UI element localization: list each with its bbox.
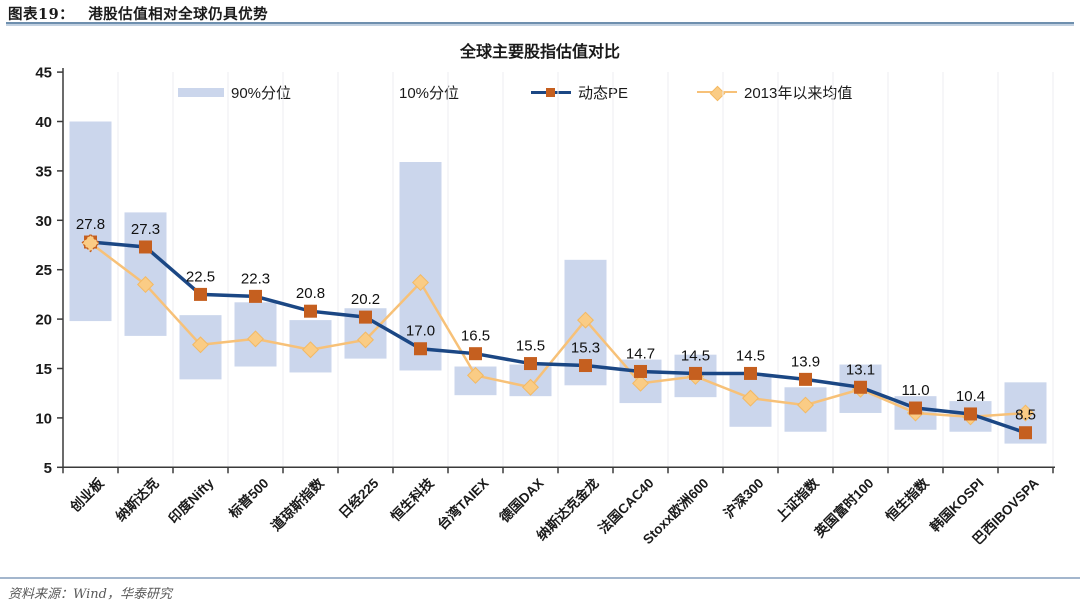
category-label: 恒生指数 <box>882 474 932 524</box>
pe-value-label: 15.3 <box>571 340 600 357</box>
legend-item-pe: 动态PE <box>531 83 629 102</box>
chart-legend: 90%分位 10%分位 动态PE 2013年以来均值 <box>0 83 1080 102</box>
mean-marker <box>302 341 319 359</box>
category-label: 英国富时100 <box>810 475 876 541</box>
pe-value-label: 10.4 <box>956 388 985 405</box>
mean-marker <box>632 374 649 392</box>
pe-marker <box>1019 426 1032 440</box>
legend-label-90pct: 90%分位 <box>231 84 292 102</box>
pe-marker <box>964 407 977 421</box>
pe-value-label: 27.3 <box>131 221 160 238</box>
category-label: 韩国KOSPI <box>927 475 987 535</box>
pe-marker <box>909 401 922 415</box>
category-label: 上证指数 <box>772 474 822 524</box>
category-label: 德国DAX <box>496 475 547 526</box>
legend-item-mean: 2013年以来均值 <box>697 83 853 102</box>
pe-value-label: 20.8 <box>296 285 325 302</box>
mean-marker <box>192 336 209 354</box>
y-tick-label: 45 <box>35 65 52 82</box>
category-label: 标普500 <box>225 475 272 522</box>
pe-value-label: 16.5 <box>461 328 490 345</box>
legend-label-mean: 2013年以来均值 <box>744 84 853 102</box>
mean-line-icon <box>697 85 737 101</box>
pe-marker <box>414 342 427 356</box>
percentile-90-swatch-icon <box>178 87 224 97</box>
pe-marker <box>139 240 152 254</box>
category-label: 恒生科技 <box>387 474 437 524</box>
pe-value-label: 14.5 <box>736 347 765 364</box>
legend-label-10pct: 10%分位 <box>399 84 460 102</box>
mean-marker <box>247 330 264 348</box>
y-tick-label: 5 <box>44 460 52 477</box>
pe-line <box>90 240 1027 435</box>
pe-marker <box>799 372 812 386</box>
mean-marker <box>797 396 814 414</box>
pe-value-label: 27.8 <box>76 216 105 233</box>
category-label: 沪深300 <box>720 475 766 521</box>
pe-value-label: 20.2 <box>351 291 380 308</box>
pe-value-label: 8.5 <box>1015 407 1036 424</box>
category-label: 创业板 <box>66 474 107 515</box>
y-tick-label: 15 <box>35 361 52 378</box>
pe-value-label: 11.0 <box>901 382 929 399</box>
mean-marker <box>577 311 594 329</box>
category-label: 法国CAC40 <box>595 475 657 537</box>
pe-marker <box>304 304 317 318</box>
figure-number: 图表19： <box>8 6 75 23</box>
range-bar <box>69 121 112 322</box>
mean-marker <box>357 331 374 349</box>
pe-value-label: 14.5 <box>681 347 710 364</box>
chart-title: 全球主要股指估值对比 <box>459 42 620 61</box>
source-note: 资料来源：Wind，华泰研究 <box>8 587 172 602</box>
mean-marker-overlap <box>81 233 100 253</box>
pe-marker <box>579 359 592 373</box>
source-divider <box>0 577 1080 579</box>
pe-marker <box>744 366 757 380</box>
y-tick-label: 40 <box>35 114 52 131</box>
mean-marker <box>1017 404 1034 422</box>
pe-marker <box>194 287 207 301</box>
header-divider <box>6 22 1074 26</box>
pe-value-label: 13.1 <box>846 361 875 378</box>
pe-marker <box>524 357 537 371</box>
pe-value-label: 22.3 <box>241 270 270 287</box>
y-tick-label: 35 <box>35 163 52 180</box>
mean-line <box>89 242 1026 419</box>
category-label: 道琼斯指数 <box>268 474 327 533</box>
category-label: 台湾TAIEX <box>434 475 492 533</box>
mean-marker <box>742 389 759 407</box>
pe-marker <box>249 289 262 303</box>
pe-value-label: 14.7 <box>626 345 655 362</box>
figure-header: 图表19： 港股估值相对全球仍具优势 <box>8 3 268 24</box>
figure-title: 港股估值相对全球仍具优势 <box>88 6 269 23</box>
mean-marker <box>412 274 429 292</box>
pe-marker <box>854 380 867 394</box>
pe-value-label: 15.5 <box>516 338 545 355</box>
pe-marker <box>634 364 647 378</box>
pe-value-label: 13.9 <box>791 353 820 370</box>
legend-item-90pct: 90%分位 <box>178 83 292 102</box>
y-tick-label: 30 <box>35 213 52 230</box>
legend-label-pe: 动态PE <box>578 84 629 102</box>
pe-value-label: 22.5 <box>186 268 215 285</box>
mean-marker <box>522 378 539 396</box>
pe-marker <box>359 310 372 324</box>
legend-item-10pct: 10%分位 <box>399 83 460 102</box>
category-label: 印度Nifty <box>165 474 217 526</box>
mean-marker <box>467 366 484 384</box>
category-label: 日经225 <box>335 474 382 521</box>
mean-marker <box>137 276 154 294</box>
pe-marker <box>469 347 482 361</box>
y-tick-label: 20 <box>35 312 52 329</box>
pe-line-icon <box>531 86 571 99</box>
y-tick-label: 10 <box>35 410 52 427</box>
y-tick-label: 25 <box>35 262 52 279</box>
pe-marker <box>689 366 702 380</box>
pe-value-label: 17.0 <box>406 323 435 340</box>
category-label: 纳斯达克 <box>112 474 162 524</box>
range-bar <box>399 162 442 371</box>
